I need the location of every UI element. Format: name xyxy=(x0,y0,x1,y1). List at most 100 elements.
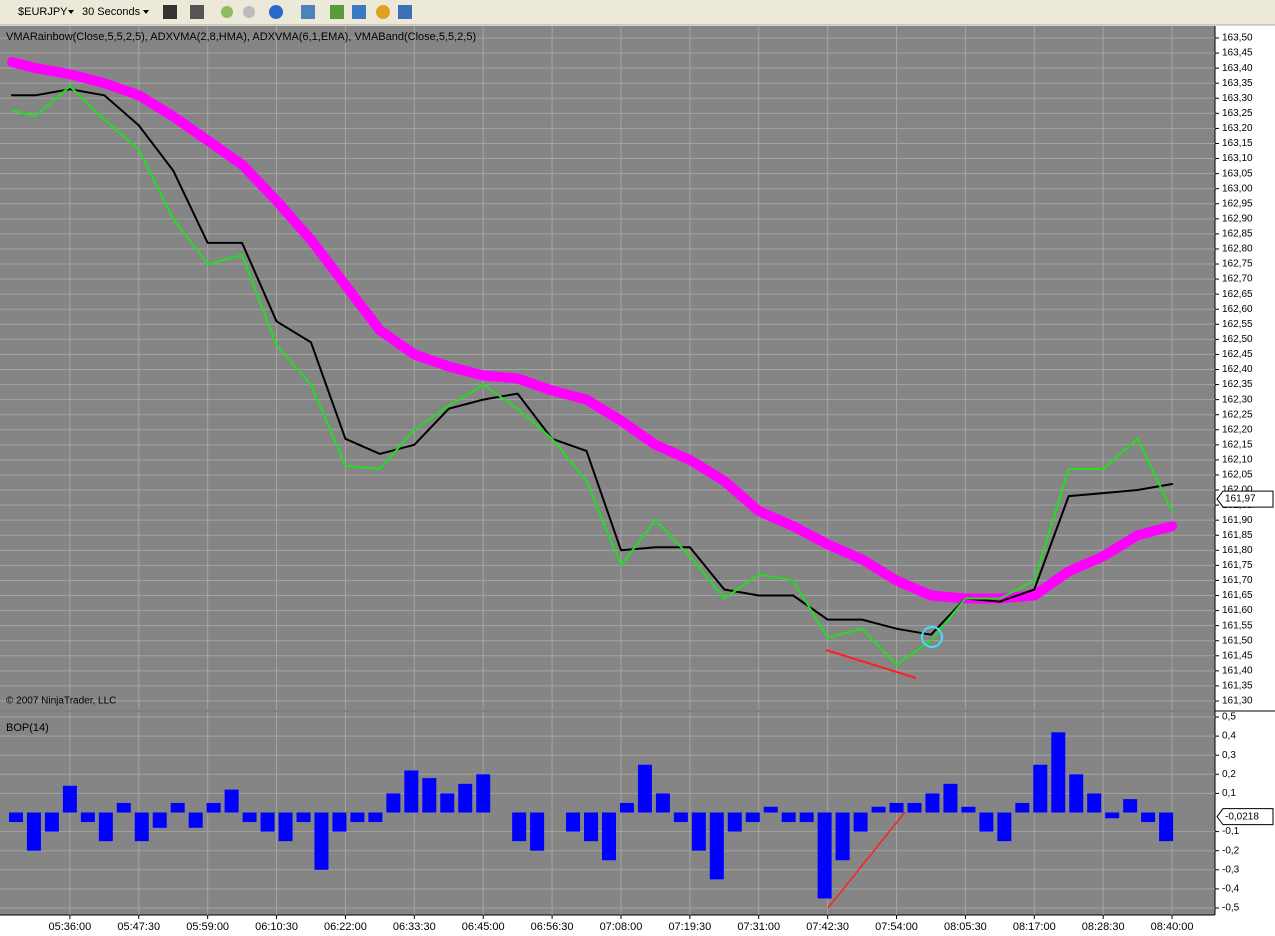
strategy-button[interactable] xyxy=(330,5,344,19)
y-tick-label: 163,35 xyxy=(1222,78,1253,89)
price-plot xyxy=(0,26,1215,710)
x-tick-label: 07:54:00 xyxy=(875,921,918,933)
y-tick-label: 163,10 xyxy=(1222,153,1253,164)
bop-bar xyxy=(566,812,581,832)
y-tick-label: 161,75 xyxy=(1222,560,1253,571)
bop-bar xyxy=(781,812,796,823)
y-tick-label: 163,50 xyxy=(1222,33,1253,44)
y-tick-label: 161,65 xyxy=(1222,590,1253,601)
y-tick-label: 161,70 xyxy=(1222,575,1253,586)
properties-button[interactable] xyxy=(301,5,315,19)
bop-bar xyxy=(152,812,167,828)
y-tick-label: 162,70 xyxy=(1222,274,1253,285)
bop-bar xyxy=(925,793,940,813)
y-tick-label: 162,30 xyxy=(1222,394,1253,405)
y-tick-label: 162,10 xyxy=(1222,455,1253,466)
y-tick-label: 161,50 xyxy=(1222,635,1253,646)
x-tick-label: 05:47:30 xyxy=(117,921,160,933)
x-tick-label: 08:28:30 xyxy=(1082,921,1125,933)
indicator-button[interactable] xyxy=(352,5,366,19)
last-value-label: 161,97 xyxy=(1225,494,1256,505)
bop-bar xyxy=(458,783,473,813)
toolbar-icons xyxy=(163,5,412,19)
zoom-in-button[interactable] xyxy=(221,6,233,18)
bop-bar xyxy=(907,802,922,813)
y-tick-label: 162,05 xyxy=(1222,470,1253,481)
bop-bar xyxy=(404,770,419,813)
y-tick-label: 162,40 xyxy=(1222,364,1253,375)
x-tick-label: 06:56:30 xyxy=(531,921,574,933)
bop-bar xyxy=(799,812,814,823)
bop-bar xyxy=(260,812,275,832)
y-tick-label: 161,60 xyxy=(1222,605,1253,616)
bop-bar xyxy=(637,764,652,813)
bop-bar xyxy=(440,793,455,813)
indicator-list: VMARainbow(Close,5,5,2,5), ADXVMA(2,8,HM… xyxy=(6,31,476,43)
bop-bar xyxy=(26,812,41,851)
bop-bar xyxy=(386,793,401,813)
bop-bar xyxy=(1069,774,1084,813)
bop-bar xyxy=(853,812,868,832)
bop-bar xyxy=(871,806,886,813)
axes: 163,50 163,45 163,40 163,35 163,30 163,25 163,… xyxy=(48,33,1274,933)
instrument-selector[interactable] xyxy=(4,3,76,21)
bop-bar xyxy=(763,806,778,813)
bop-bar xyxy=(1087,793,1102,813)
instrument[interactable]: $EURJPY xyxy=(18,6,68,18)
interval[interactable]: 30 Seconds xyxy=(82,6,141,18)
bop-bar xyxy=(134,812,149,842)
bop-bar xyxy=(8,812,23,823)
x-tick-label: 06:22:00 xyxy=(324,921,367,933)
bop-bar xyxy=(601,812,616,861)
y-tick-label: 162,20 xyxy=(1222,424,1253,435)
x-tick-label: 08:40:00 xyxy=(1151,921,1194,933)
y-tick-label: 0,2 xyxy=(1222,769,1236,780)
bop-bar xyxy=(619,802,634,813)
bar-type-button[interactable] xyxy=(163,5,177,19)
globe-button[interactable] xyxy=(269,5,283,19)
x-tick-label: 08:17:00 xyxy=(1013,921,1056,933)
bop-plot xyxy=(0,712,1215,915)
last-value-tag xyxy=(1216,808,1274,826)
y-tick-label: -0,1 xyxy=(1222,826,1240,837)
bop-bar xyxy=(332,812,347,832)
bop-bar xyxy=(422,778,437,813)
bop-bar xyxy=(1141,812,1156,823)
bop-bar xyxy=(997,812,1012,842)
bop-bar xyxy=(368,812,383,823)
x-tick-label: 07:31:00 xyxy=(737,921,780,933)
y-tick-label: 161,40 xyxy=(1222,666,1253,677)
draw-button[interactable] xyxy=(190,5,204,19)
bop-bar xyxy=(1105,812,1120,819)
y-tick-label: 162,25 xyxy=(1222,409,1253,420)
bop-bar xyxy=(296,812,311,823)
data-box-button[interactable] xyxy=(398,5,412,19)
x-tick-label: 06:45:00 xyxy=(462,921,505,933)
last-value-tag xyxy=(1216,490,1274,508)
y-tick-label: 0,4 xyxy=(1222,731,1236,742)
x-tick-label: 07:42:30 xyxy=(806,921,849,933)
bop-bar xyxy=(206,802,221,813)
bop-bar xyxy=(727,812,742,832)
y-tick-label: 163,40 xyxy=(1222,63,1253,74)
dropdown-arrow[interactable] xyxy=(143,10,149,14)
y-tick-label: 161,45 xyxy=(1222,650,1253,661)
y-tick-label: 162,65 xyxy=(1222,289,1253,300)
interval-selector[interactable] xyxy=(78,3,153,21)
y-tick-label: 161,85 xyxy=(1222,530,1253,541)
bop-bar xyxy=(691,812,706,851)
bop-bar xyxy=(673,812,688,823)
zoom-out-button[interactable] xyxy=(243,6,255,18)
dropdown-arrow[interactable] xyxy=(68,10,74,14)
bop-bar xyxy=(314,812,329,870)
y-tick-label: 161,35 xyxy=(1222,681,1253,692)
highlight-circle xyxy=(921,626,943,648)
money-button[interactable] xyxy=(376,5,390,19)
y-tick-label: 162,60 xyxy=(1222,304,1253,315)
y-tick-label: 0,5 xyxy=(1222,712,1236,723)
bop-bar xyxy=(745,812,760,823)
y-tick-label: 0,3 xyxy=(1222,750,1236,761)
y-tick-label: 163,00 xyxy=(1222,183,1253,194)
y-tick-label: -0,2 xyxy=(1222,845,1240,856)
bop-bar xyxy=(1033,764,1048,813)
